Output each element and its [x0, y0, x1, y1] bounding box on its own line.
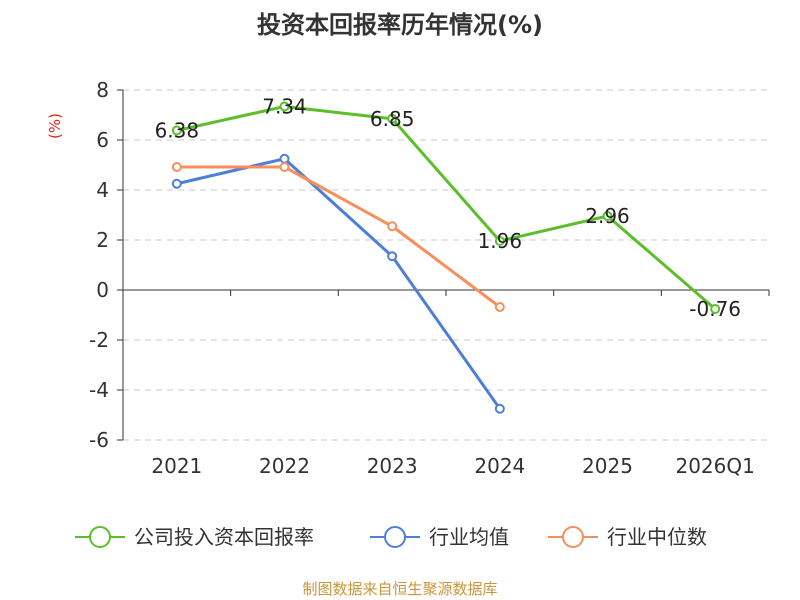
data-label: -0.76 — [689, 297, 741, 321]
data-point[interactable] — [494, 403, 505, 414]
data-point[interactable] — [279, 153, 290, 164]
x-tick-label: 2025 — [582, 454, 633, 478]
legend-marker — [89, 526, 111, 548]
chart-title: 投资本回报率历年情况(%) — [257, 11, 543, 39]
data-label: 6.38 — [155, 119, 200, 143]
data-labels: 6.38 7.34 6.85 1.96 2.96 -0.76 — [155, 95, 741, 322]
data-label: 2.96 — [585, 204, 630, 228]
x-tick-label: 2024 — [474, 454, 525, 478]
y-axis-unit-label: (%) — [46, 113, 64, 139]
y-tick-label: -2 — [89, 328, 109, 352]
data-label: 7.34 — [262, 95, 307, 119]
legend-item-2[interactable]: 行业中位数 — [548, 525, 707, 549]
data-point[interactable] — [279, 101, 290, 112]
data-point[interactable] — [710, 304, 721, 314]
legend-item-1[interactable]: 行业均值 — [370, 525, 509, 549]
legend-marker — [384, 526, 406, 548]
legend-item-0[interactable]: 公司投入资本回报率 — [75, 525, 314, 549]
y-tick-label: -4 — [89, 378, 109, 402]
axes: 8 6 4 2 0 -2 -4 -6 2021 2022 2023 2024 2025 2026Q1 — [89, 78, 770, 478]
x-tick-label: 2026Q1 — [675, 454, 754, 478]
data-point[interactable] — [387, 221, 398, 232]
y-tick-label: 6 — [96, 128, 109, 152]
y-tick-label: 4 — [96, 178, 109, 202]
data-point[interactable] — [171, 162, 182, 172]
series-line-1 — [176, 157, 502, 410]
series-points — [171, 101, 721, 414]
legend-marker — [562, 526, 584, 548]
data-point[interactable] — [602, 211, 613, 221]
x-tick-label: 2022 — [259, 454, 310, 478]
legend[interactable]: 公司投入资本回报率 行业均值 行业中位数 — [75, 525, 707, 549]
data-label: 6.85 — [370, 107, 415, 131]
series-line-2 — [176, 165, 501, 309]
data-label: 1.96 — [478, 229, 523, 253]
y-tick-label: 0 — [96, 278, 109, 302]
data-point[interactable] — [387, 113, 398, 124]
data-point[interactable] — [494, 302, 505, 312]
x-tick-label: 2023 — [367, 454, 418, 478]
source-note: 制图数据来自恒生聚源数据库 — [302, 580, 497, 598]
data-point[interactable] — [171, 125, 182, 136]
series-lines — [176, 105, 717, 410]
series-line-0 — [176, 105, 717, 311]
data-point[interactable] — [279, 162, 290, 172]
legend-label: 行业中位数 — [607, 525, 707, 549]
data-point[interactable] — [387, 251, 398, 262]
y-tick-label: -6 — [89, 428, 109, 452]
legend-label: 行业均值 — [429, 525, 509, 549]
data-point[interactable] — [171, 178, 182, 189]
legend-label: 公司投入资本回报率 — [134, 525, 314, 549]
grid-lines — [123, 89, 769, 441]
x-tick-label: 2021 — [151, 454, 202, 478]
data-point[interactable] — [494, 236, 505, 246]
y-tick-label: 8 — [96, 78, 109, 102]
y-tick-label: 2 — [96, 228, 109, 252]
